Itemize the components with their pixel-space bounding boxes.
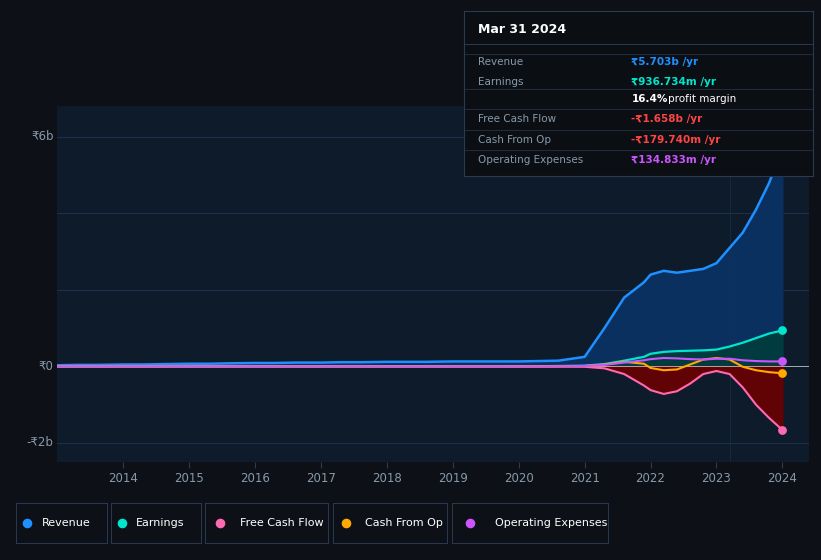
Text: Mar 31 2024: Mar 31 2024 xyxy=(478,23,566,36)
Text: 16.4%: 16.4% xyxy=(631,94,667,104)
Point xyxy=(776,426,789,435)
Text: ₹5.703b /yr: ₹5.703b /yr xyxy=(631,58,699,67)
Point xyxy=(776,357,789,366)
Text: Free Cash Flow: Free Cash Flow xyxy=(240,518,323,528)
Text: Operating Expenses: Operating Expenses xyxy=(478,155,583,165)
Text: ₹0: ₹0 xyxy=(39,360,53,373)
Text: profit margin: profit margin xyxy=(668,94,736,104)
Point xyxy=(776,326,789,335)
Text: Earnings: Earnings xyxy=(478,77,523,87)
Text: Operating Expenses: Operating Expenses xyxy=(495,518,608,528)
Point xyxy=(21,519,34,528)
Text: Free Cash Flow: Free Cash Flow xyxy=(478,114,556,124)
Text: ₹936.734m /yr: ₹936.734m /yr xyxy=(631,77,717,87)
Text: -₹1.658b /yr: -₹1.658b /yr xyxy=(631,114,703,124)
Text: Revenue: Revenue xyxy=(42,518,90,528)
Point xyxy=(464,519,477,528)
Text: ₹134.833m /yr: ₹134.833m /yr xyxy=(631,155,717,165)
Point xyxy=(213,519,227,528)
Point xyxy=(115,519,128,528)
Text: Cash From Op: Cash From Op xyxy=(365,518,443,528)
Text: Earnings: Earnings xyxy=(136,518,185,528)
Point xyxy=(776,369,789,378)
Point xyxy=(340,519,353,528)
Text: -₹2b: -₹2b xyxy=(27,436,53,449)
Text: Cash From Op: Cash From Op xyxy=(478,135,551,145)
Text: ₹6b: ₹6b xyxy=(31,130,53,143)
Text: Revenue: Revenue xyxy=(478,58,523,67)
Point xyxy=(776,144,789,153)
Text: -₹179.740m /yr: -₹179.740m /yr xyxy=(631,135,721,145)
